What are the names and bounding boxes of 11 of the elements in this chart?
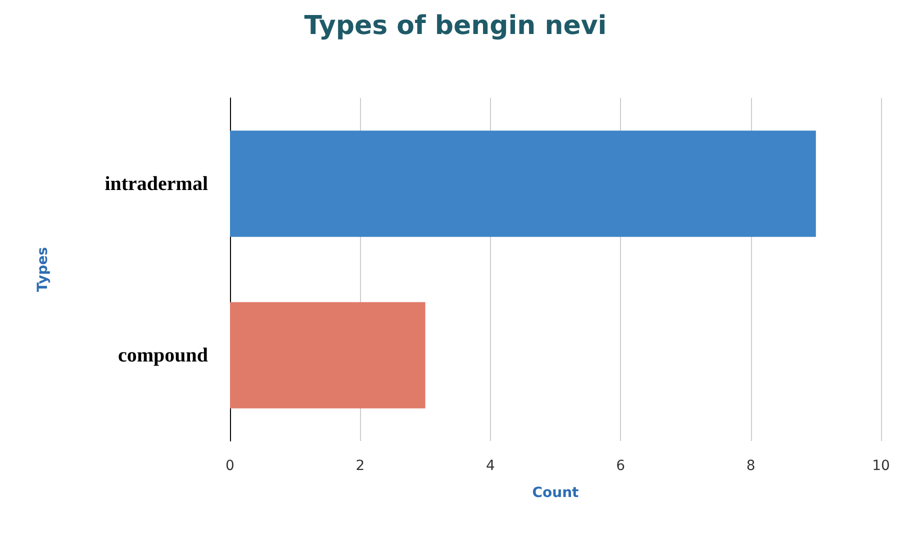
x-tick-label: 2 <box>356 458 365 474</box>
x-tick-label: 4 <box>486 458 495 474</box>
x-tick-label: 8 <box>746 458 756 474</box>
x-tick-label: 10 <box>872 458 890 474</box>
x-axis-title: Count <box>532 485 580 501</box>
x-tick-label: 6 <box>616 458 626 474</box>
y-tick-label: intradermal <box>104 172 208 195</box>
x-tick-label: 0 <box>226 458 234 474</box>
y-tick-label: compound <box>118 344 208 366</box>
y-axis-title: Types <box>35 247 51 292</box>
chart-title: Types of bengin nevi <box>304 11 607 41</box>
